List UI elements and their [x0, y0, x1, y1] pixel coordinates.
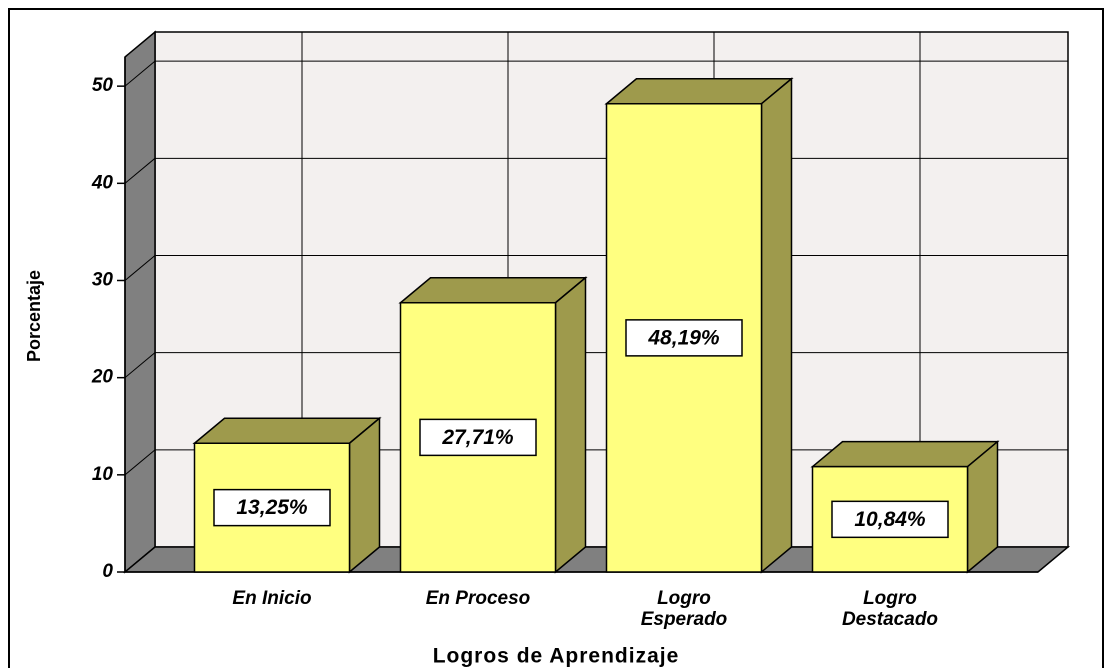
- x-axis-label: Logros de Aprendizaje: [433, 645, 680, 668]
- value-label: 10,84%: [854, 508, 926, 531]
- value-label: 27,71%: [441, 426, 514, 449]
- x-tick-label: Logro Destacado: [841, 588, 939, 630]
- x-tick-label: En Inicio: [232, 588, 312, 609]
- left-wall: [124, 30, 156, 574]
- value-label-box: [213, 488, 331, 527]
- x-tick-label: Logro Esperado: [640, 588, 728, 630]
- value-label-box: [419, 418, 537, 457]
- value-label: 48,19%: [647, 326, 720, 349]
- value-label-box: [625, 319, 743, 357]
- bar-side: [760, 77, 793, 574]
- y-tick-label: 40: [91, 172, 114, 193]
- grid-line: [124, 546, 156, 573]
- bar-top: [810, 440, 1000, 468]
- grid-line: [124, 352, 156, 379]
- y-tick-label: 0: [102, 561, 113, 582]
- y-axis-label: Porcentaje: [24, 270, 44, 362]
- x-tick-label-box: En Inicio: [232, 588, 312, 609]
- grid-line: [124, 255, 156, 281]
- x-tick-label-box: Logro Destacado: [841, 588, 939, 630]
- value-label: 13,25%: [236, 496, 308, 519]
- grid-line: [124, 157, 156, 184]
- bar-top: [192, 417, 382, 444]
- x-tick-label-box: En Proceso: [425, 588, 531, 609]
- grid-line: [124, 60, 156, 87]
- x-tick-label-box: Logro Esperado: [640, 588, 728, 630]
- x-tick-label: En Proceso: [425, 588, 531, 609]
- bar-side: [554, 276, 587, 574]
- bar-top: [398, 276, 588, 304]
- y-tick-label: 50: [92, 75, 114, 96]
- bar-side: [348, 416, 381, 574]
- bar-top: [604, 77, 794, 105]
- grid-line: [124, 449, 156, 476]
- y-tick-label: 10: [92, 464, 114, 485]
- y-tick-label: 30: [92, 270, 114, 291]
- value-label-box: [831, 500, 949, 539]
- y-tick-label: 20: [91, 367, 114, 388]
